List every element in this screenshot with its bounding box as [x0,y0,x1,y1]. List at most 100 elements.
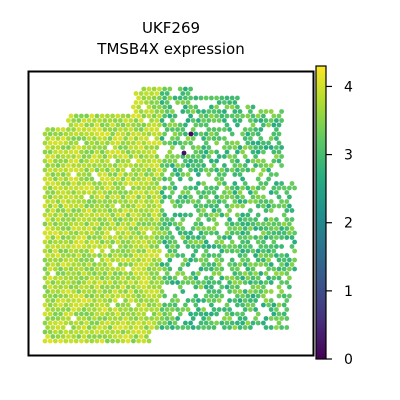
spot [224,194,230,200]
spot [154,262,160,267]
spot [151,113,157,119]
spot [141,122,147,128]
spot [227,325,233,330]
spot [196,226,201,231]
spot [112,298,118,303]
spot [144,109,149,114]
spot [66,226,71,231]
spot [177,194,183,200]
spot [55,145,61,150]
spot [214,320,220,326]
spot [149,307,155,312]
spot [211,280,217,285]
spot [209,266,214,272]
spot [68,275,74,281]
spot [112,334,118,339]
spot [167,122,173,128]
spot [92,271,97,276]
spot [211,253,217,258]
spot [203,320,209,326]
spot [125,158,131,164]
spot [167,95,173,101]
spot [136,212,142,218]
spot [144,253,149,258]
spot [279,316,284,321]
spot [136,140,142,146]
spot [190,280,196,285]
spot [167,221,173,227]
spot [271,131,277,137]
spot [84,275,89,281]
spot [224,167,230,173]
spot [154,289,160,294]
spot [167,194,173,200]
spot [248,298,253,303]
spot [274,145,279,150]
spot [68,338,74,344]
spot [263,271,269,276]
spot [60,217,66,222]
spot [110,329,115,335]
spot [146,113,152,119]
spot [235,140,240,146]
spot [222,325,227,330]
spot [89,329,95,335]
spot [196,244,201,249]
spot [125,203,131,209]
spot [144,262,149,267]
spot [151,257,157,263]
spot [60,307,66,312]
spot [237,109,243,114]
spot [253,262,258,267]
spot [97,145,102,150]
spot [263,325,269,330]
spot [118,325,123,330]
spot [235,266,240,272]
spot [53,239,58,245]
spot [214,95,220,101]
spot [255,176,261,182]
spot [73,275,79,281]
spot [151,311,157,317]
spot [136,131,142,137]
spot [128,199,134,204]
spot [164,316,170,321]
spot [131,194,136,200]
spot [60,163,66,168]
spot [175,325,181,330]
spot [235,104,240,110]
spot [229,284,235,290]
spot [141,320,147,326]
spot [138,136,144,141]
spot [146,140,152,146]
spot [154,118,160,123]
spot [222,145,227,150]
spot [123,325,128,330]
spot [214,293,220,299]
spot [222,199,227,204]
spot [237,172,243,177]
spot [131,338,136,344]
spot [245,221,251,227]
spot [172,293,178,299]
spot [216,307,222,312]
spot [268,280,274,285]
spot [92,334,97,339]
spot [188,176,194,182]
spot [50,217,56,222]
spot [146,293,152,299]
spot [112,199,118,204]
spot [177,203,183,209]
spot [63,311,69,317]
spot [146,158,152,164]
spot [167,149,173,155]
spot [167,248,173,254]
spot [157,221,162,227]
spot [154,172,160,177]
spot [81,154,87,159]
spot [198,284,204,290]
spot [112,307,118,312]
spot [190,271,196,276]
spot [198,95,204,101]
spot [170,118,175,123]
